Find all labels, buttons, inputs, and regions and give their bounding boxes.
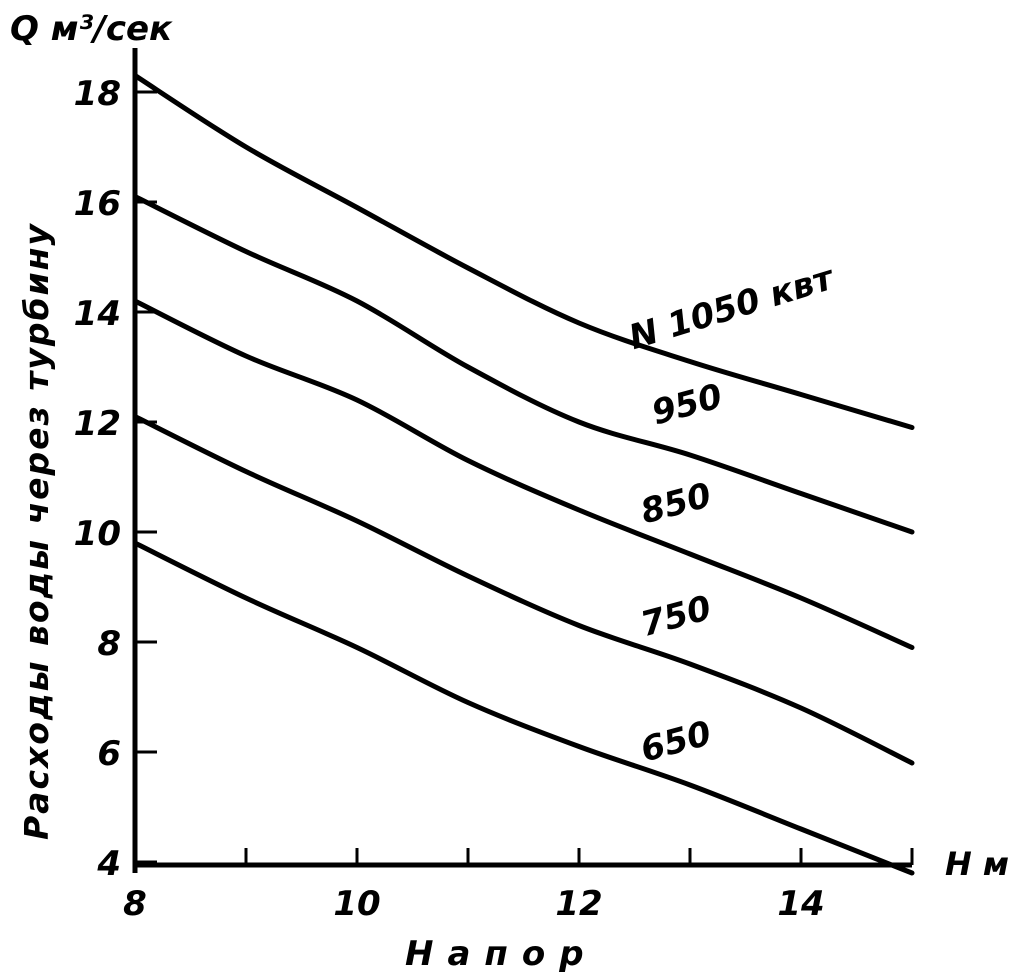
series-line-850 bbox=[132, 298, 915, 650]
x-axis-title: Напор bbox=[405, 934, 598, 974]
axes bbox=[132, 48, 912, 873]
x-tick-label: 14 bbox=[777, 884, 824, 924]
series-label: 650 bbox=[637, 713, 716, 770]
y-axis-title: Расходы воды через турбину bbox=[17, 222, 56, 840]
series-line-650 bbox=[132, 540, 915, 876]
y-tick-label: 12 bbox=[74, 404, 121, 444]
y-unit-label: Q м³/сек bbox=[10, 9, 173, 49]
series-label: 750 bbox=[637, 588, 716, 645]
ticks: 4 6 8 10 12 14 16 18 8 10 12 14 bbox=[74, 74, 914, 924]
series-label: 850 bbox=[637, 475, 716, 532]
y-tick-label: 14 bbox=[74, 294, 121, 334]
y-tick-label: 6 bbox=[97, 734, 121, 774]
series-label: N 1050 квт bbox=[624, 257, 840, 358]
y-tick-label: 18 bbox=[74, 74, 121, 114]
series-lines bbox=[132, 73, 915, 876]
series-label: 950 bbox=[648, 376, 727, 433]
series-line-750 bbox=[132, 414, 915, 766]
x-unit-label: H м bbox=[945, 845, 1009, 883]
x-tick-label: 10 bbox=[333, 884, 380, 924]
x-tick-label: 12 bbox=[555, 884, 602, 924]
y-tick-label: 4 bbox=[96, 844, 121, 884]
x-tick-label: 8 bbox=[123, 884, 147, 924]
labels: N 1050 квт 950 850 750 650 bbox=[624, 257, 840, 770]
series-line-950 bbox=[132, 194, 915, 535]
y-tick-label: 8 bbox=[97, 624, 121, 664]
series-line-1050 bbox=[132, 73, 915, 430]
y-tick-label: 16 bbox=[74, 184, 121, 224]
y-tick-label: 10 bbox=[74, 514, 121, 554]
